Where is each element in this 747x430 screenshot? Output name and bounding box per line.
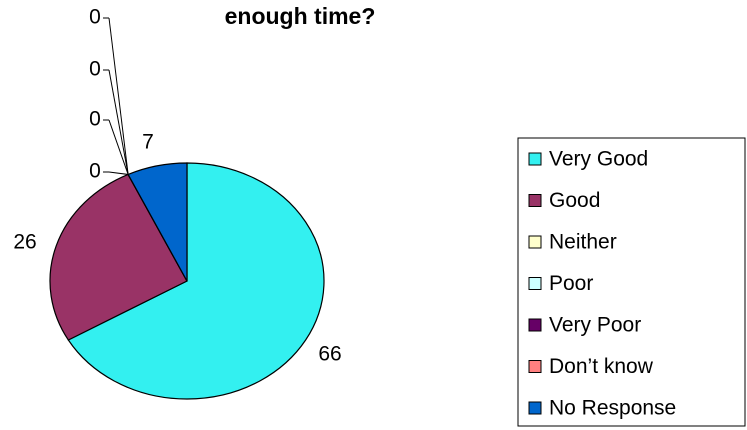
legend-swatch [528, 152, 542, 166]
legend-swatch [528, 318, 542, 332]
pie-slice [127, 162, 188, 282]
legend-label: Don’t know [549, 355, 654, 378]
data-label: 0 [89, 58, 101, 81]
legend-label: Poor [549, 272, 593, 295]
legend-swatch [528, 401, 542, 415]
legend-swatch [528, 194, 542, 207]
legend-label: Very Good [549, 148, 648, 171]
legend-swatch [528, 277, 542, 290]
data-label: 0 [89, 108, 101, 131]
legend-label: Very Poor [549, 314, 641, 337]
pie-slice [49, 173, 188, 341]
data-label: 7 [142, 131, 154, 154]
chart-title: enough time? [225, 3, 376, 29]
legend-swatch [528, 235, 542, 249]
leader-line [108, 69, 129, 175]
leader-line [108, 119, 129, 175]
legend-label: Neither [549, 231, 617, 254]
leader-line [108, 171, 129, 175]
data-label: 0 [89, 160, 101, 183]
legend-label: No Response [549, 397, 676, 420]
data-label: 0 [89, 6, 101, 29]
pie-slice [67, 162, 325, 400]
data-label: 66 [318, 343, 341, 366]
data-label: 26 [13, 231, 36, 254]
legend-box [517, 137, 746, 427]
leader-line [108, 17, 129, 175]
legend-swatch [528, 360, 542, 373]
legend-label: Good [549, 189, 600, 212]
